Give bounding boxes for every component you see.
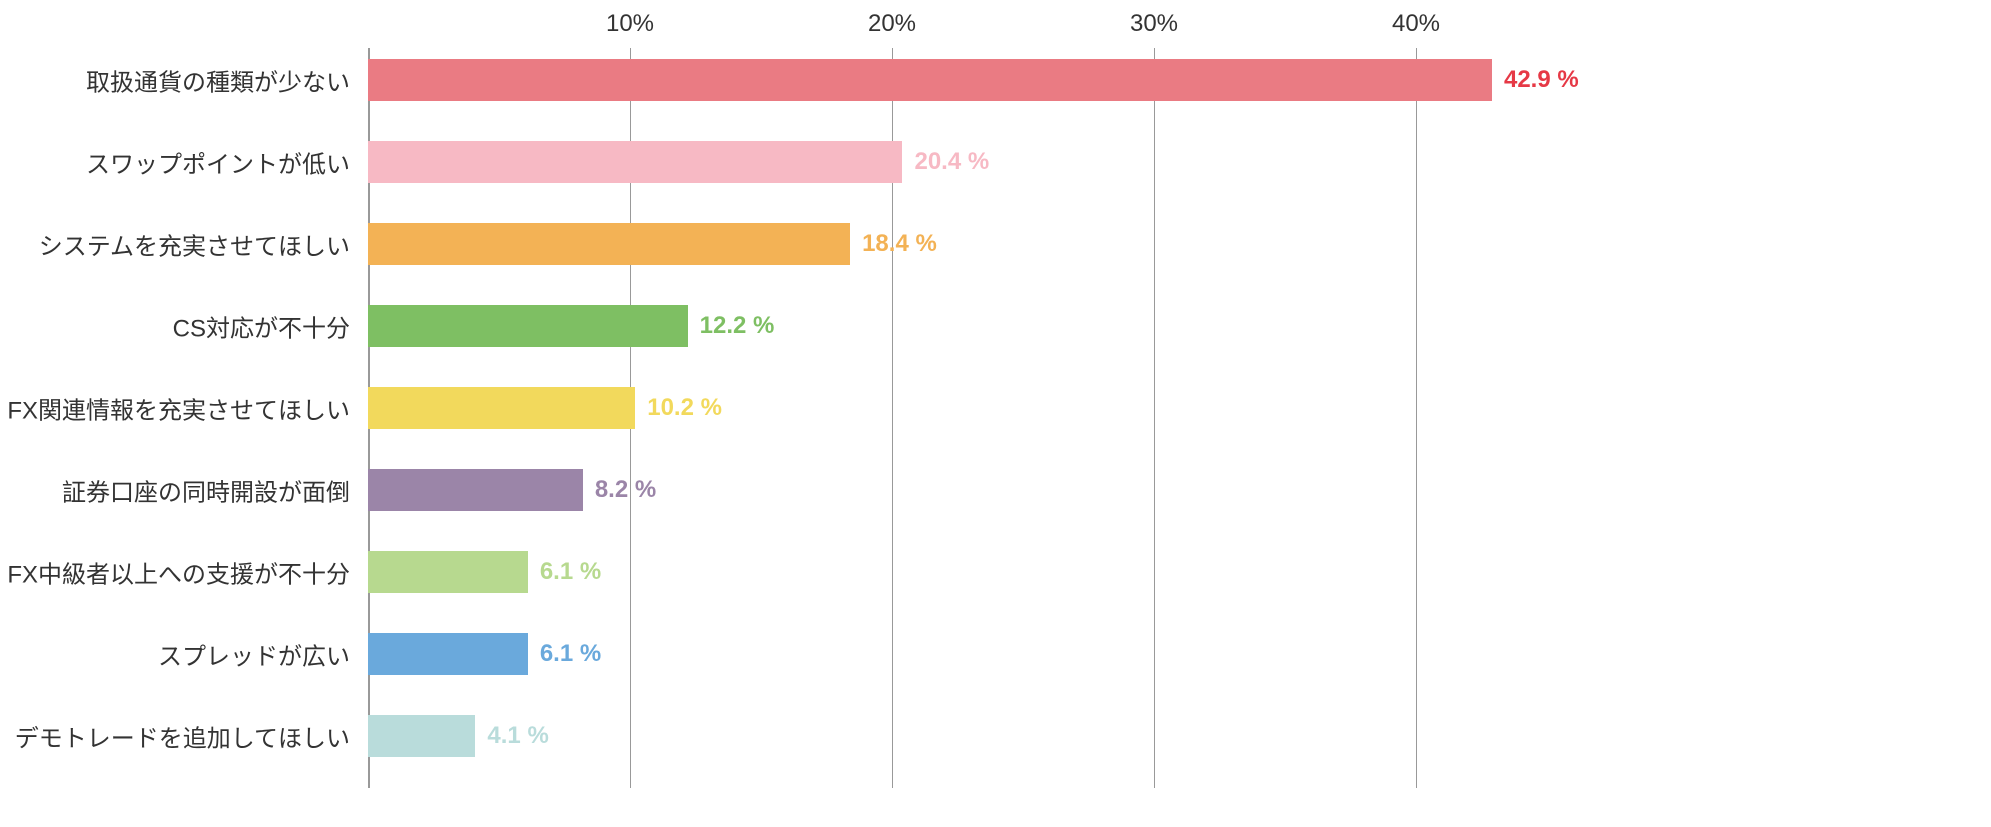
bar xyxy=(368,551,528,593)
category-label: スワップポイントが低い xyxy=(86,145,368,180)
category-label: 取扱通貨の種類が少ない xyxy=(86,63,368,98)
category-label: デモトレードを追加してほしい xyxy=(15,719,368,754)
bar-row: FX中級者以上への支援が不十分6.1 % xyxy=(368,551,1678,593)
category-label: スプレッドが広い xyxy=(158,637,368,672)
plot-area: 10%20%30%40%取扱通貨の種類が少ない42.9 %スワップポイントが低い… xyxy=(368,48,1678,788)
x-tick-label: 10% xyxy=(606,10,654,38)
bar xyxy=(368,141,902,183)
bar xyxy=(368,223,850,265)
value-label: 20.4 % xyxy=(914,148,989,176)
horizontal-bar-chart: 10%20%30%40%取扱通貨の種類が少ない42.9 %スワップポイントが低い… xyxy=(0,0,1991,827)
x-tick-label: 20% xyxy=(868,10,916,38)
bar-row: CS対応が不十分12.2 % xyxy=(368,305,1678,347)
category-label: FX関連情報を充実させてほしい xyxy=(7,391,368,426)
bar-row: システムを充実させてほしい18.4 % xyxy=(368,223,1678,265)
category-label: CS対応が不十分 xyxy=(173,309,368,344)
x-tick-label: 40% xyxy=(1392,10,1440,38)
bar xyxy=(368,469,583,511)
x-tick-label: 30% xyxy=(1130,10,1178,38)
bar-row: スプレッドが広い6.1 % xyxy=(368,633,1678,675)
bar-row: デモトレードを追加してほしい4.1 % xyxy=(368,715,1678,757)
bar xyxy=(368,59,1492,101)
category-label: システムを充実させてほしい xyxy=(39,227,368,262)
category-label: 証券口座の同時開設が面倒 xyxy=(62,473,368,508)
value-label: 18.4 % xyxy=(862,230,937,258)
bar-row: スワップポイントが低い20.4 % xyxy=(368,141,1678,183)
value-label: 10.2 % xyxy=(647,394,722,422)
bar-row: 証券口座の同時開設が面倒8.2 % xyxy=(368,469,1678,511)
value-label: 6.1 % xyxy=(540,558,601,586)
value-label: 4.1 % xyxy=(487,722,548,750)
value-label: 12.2 % xyxy=(700,312,775,340)
bar-row: 取扱通貨の種類が少ない42.9 % xyxy=(368,59,1678,101)
bar xyxy=(368,715,475,757)
bar xyxy=(368,633,528,675)
value-label: 6.1 % xyxy=(540,640,601,668)
category-label: FX中級者以上への支援が不十分 xyxy=(7,555,368,590)
value-label: 42.9 % xyxy=(1504,66,1579,94)
bar-row: FX関連情報を充実させてほしい10.2 % xyxy=(368,387,1678,429)
bar xyxy=(368,305,688,347)
value-label: 8.2 % xyxy=(595,476,656,504)
bar xyxy=(368,387,635,429)
